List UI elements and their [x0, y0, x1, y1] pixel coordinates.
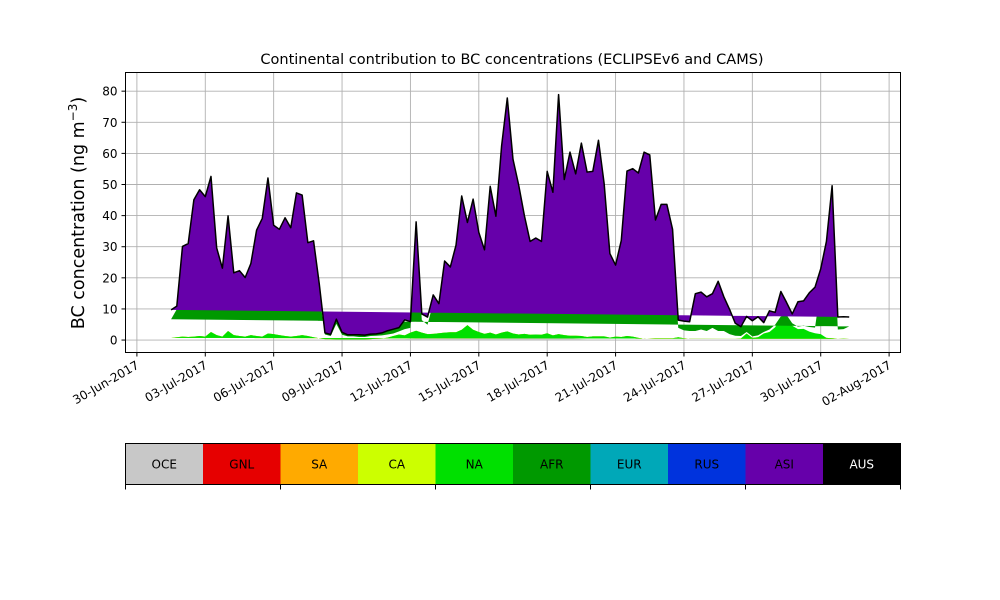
- x-tick-label: 03-Jul-2017: [142, 358, 209, 405]
- legend-swatch-na: [435, 443, 514, 485]
- y-tick-label: 30: [102, 240, 117, 254]
- area-series-asi: [171, 94, 850, 336]
- legend-label-gnl: GNL: [229, 458, 254, 472]
- y-axis-label-exponent: −3: [66, 104, 80, 122]
- legend-swatch-asi: [745, 443, 824, 485]
- y-tick-label: 20: [102, 271, 117, 285]
- x-tick-label: 21-Jul-2017: [553, 358, 620, 405]
- y-tick-label: 40: [102, 209, 117, 223]
- legend-swatch-rus: [668, 443, 746, 485]
- legend-swatch-afr: [513, 443, 591, 485]
- legend-swatch-sa: [280, 443, 359, 485]
- x-tick-label: 02-Aug-2017: [819, 358, 893, 409]
- legend-swatch-aus: [823, 443, 901, 485]
- x-tick-label: 09-Jul-2017: [279, 358, 346, 405]
- total-outline: [170, 93, 850, 336]
- x-tick-label: 24-Jul-2017: [621, 358, 688, 405]
- x-tick-label: 12-Jul-2017: [348, 358, 415, 405]
- y-axis-ticks: 0 10 20 30 40 50 60 70 80: [102, 85, 126, 348]
- x-axis-ticks: 30-Jun-2017 03-Jul-2017 06-Jul-2017 09-Jul-…: [70, 352, 894, 409]
- x-tick-label: 27-Jul-2017: [690, 358, 757, 405]
- legend-swatch-oce: [125, 443, 204, 485]
- legend-label-sa: SA: [311, 458, 328, 472]
- x-tick-label: 15-Jul-2017: [416, 358, 483, 405]
- y-tick-label: 10: [102, 302, 117, 316]
- y-tick-label: 70: [102, 116, 117, 130]
- x-tick-label: 06-Jul-2017: [211, 358, 278, 405]
- total-concentration-line: [170, 93, 850, 336]
- x-tick-label: 30-Jul-2017: [758, 358, 825, 405]
- stacked-area-series: [171, 94, 850, 340]
- y-axis-label-close: ): [69, 97, 89, 104]
- legend-label-ca: CA: [388, 458, 405, 472]
- chart-title: Continental contribution to BC concentra…: [260, 52, 763, 68]
- y-axis-label-main: BC concentration (ng m: [69, 121, 89, 329]
- legend-swatch-gnl: [203, 443, 281, 485]
- legend-frame: [125, 443, 901, 485]
- y-axis-label: BC concentration (ng m−3): [66, 97, 89, 329]
- legend-swatch-ca: [358, 443, 436, 485]
- x-tick-label: 30-Jun-2017: [70, 358, 141, 407]
- legend-label-na: NA: [466, 458, 484, 472]
- plot-frame: [125, 72, 901, 353]
- y-tick-label: 0: [110, 334, 118, 348]
- y-tick-label: 50: [102, 178, 117, 192]
- legend-swatch-eur: [590, 443, 669, 485]
- legend-label-rus: RUS: [694, 458, 719, 472]
- x-tick-label: 18-Jul-2017: [484, 358, 551, 405]
- region-colorbar-legend: OCE GNL SA CA NA AFR EUR RUS ASI AUS: [125, 443, 901, 490]
- legend-label-asi: ASI: [775, 458, 794, 472]
- y-tick-label: 60: [102, 147, 117, 161]
- legend-label-eur: EUR: [617, 458, 642, 472]
- y-tick-label: 80: [102, 85, 117, 99]
- legend-label-afr: AFR: [540, 458, 563, 472]
- legend-label-aus: AUS: [849, 458, 874, 472]
- legend-label-oce: OCE: [152, 458, 177, 472]
